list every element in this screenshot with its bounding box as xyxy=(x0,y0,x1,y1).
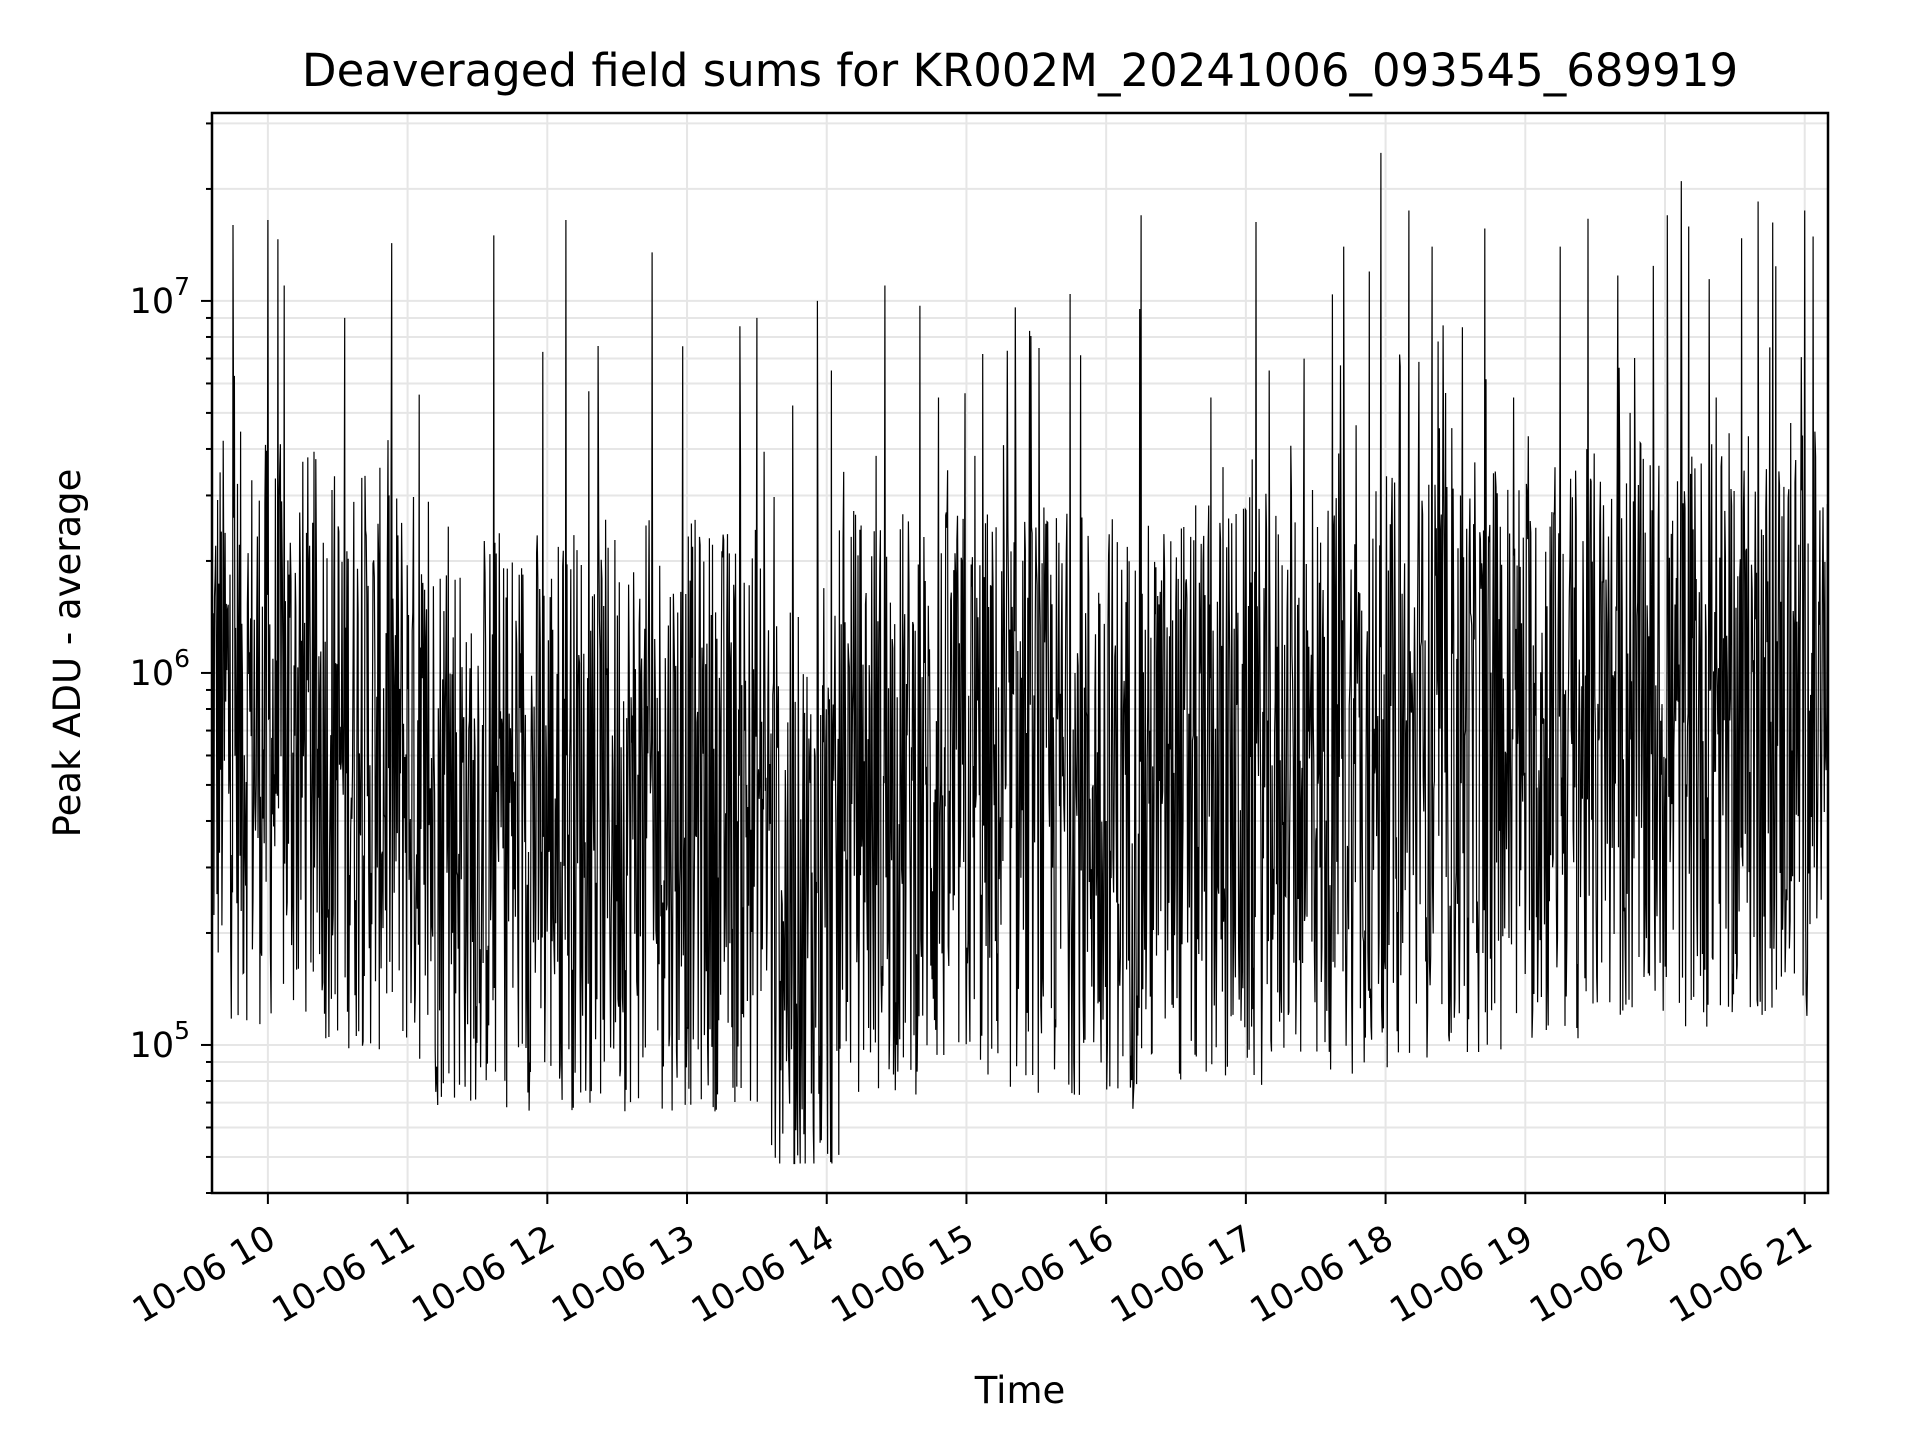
x-tick-label: 10-06 18 xyxy=(1244,1218,1400,1331)
x-tick-label: 10-06 21 xyxy=(1663,1218,1819,1331)
y-axis-label: Peak ADU - average xyxy=(46,469,89,838)
x-tick-label: 10-06 10 xyxy=(126,1218,282,1331)
x-tick-label: 10-06 17 xyxy=(1104,1218,1260,1331)
x-tick-label: 10-06 14 xyxy=(685,1218,841,1331)
x-tick-label: 10-06 15 xyxy=(825,1218,981,1331)
x-tick-label: 10-06 16 xyxy=(964,1218,1120,1331)
x-tick-label: 10-06 19 xyxy=(1384,1218,1540,1331)
x-tick-label: 10-06 13 xyxy=(545,1218,701,1331)
x-axis-label: Time xyxy=(974,1369,1066,1412)
x-tick-label: 10-06 12 xyxy=(406,1218,562,1331)
series-line-layer xyxy=(211,152,1829,1165)
y-tick-label: 105 xyxy=(130,1016,190,1066)
series-line xyxy=(211,152,1829,1165)
x-tick-label: 10-06 11 xyxy=(266,1218,422,1331)
y-tick-label: 107 xyxy=(130,272,190,322)
y-tick-label: 106 xyxy=(130,644,190,694)
x-tick-label: 10-06 20 xyxy=(1523,1218,1679,1331)
plot-frame xyxy=(210,111,1830,1195)
chart-title: Deaveraged field sums for KR002M_2024100… xyxy=(302,44,1738,97)
